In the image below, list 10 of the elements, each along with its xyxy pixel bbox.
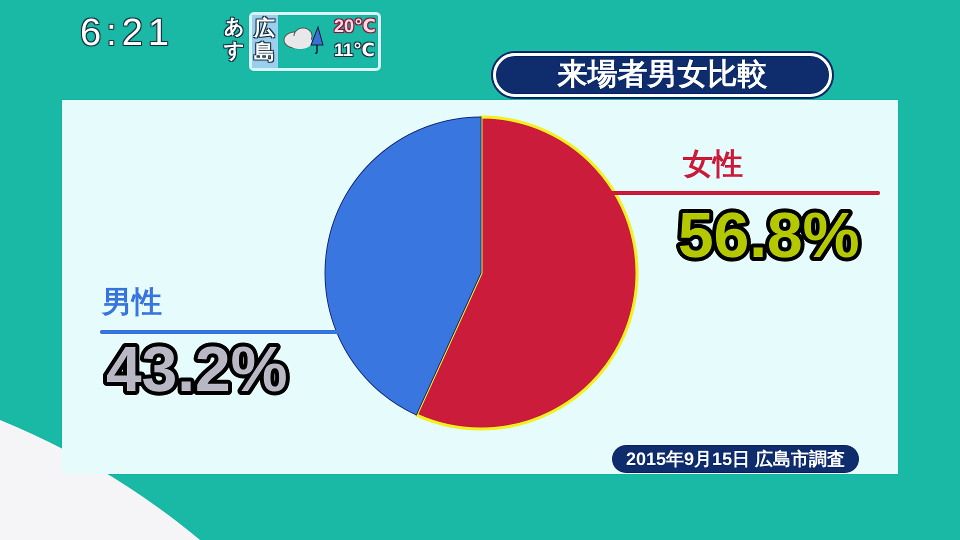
text: 11℃ — [334, 40, 375, 61]
text: 2015年9月15日 広島市調査 — [612, 445, 860, 473]
text: あす — [224, 15, 244, 63]
data-label: 43.2% — [106, 333, 288, 405]
chart-title: 来場者男女比較 — [493, 53, 832, 97]
slice-label: 男性 — [101, 286, 162, 319]
data-label: 56.8% — [678, 199, 860, 271]
text: 6:21 — [80, 12, 174, 55]
slice-label: 女性 — [682, 148, 743, 181]
text: 20℃ — [334, 16, 376, 37]
